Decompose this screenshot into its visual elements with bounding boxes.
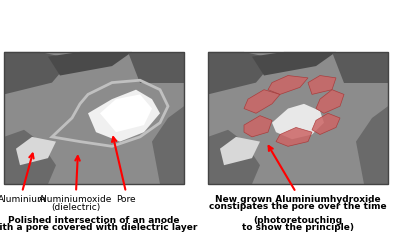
Polygon shape — [208, 130, 260, 184]
Polygon shape — [244, 90, 280, 113]
Polygon shape — [316, 90, 344, 113]
Polygon shape — [252, 52, 336, 76]
Text: Aluminiumoxide: Aluminiumoxide — [39, 195, 113, 204]
Text: constipates the pore over the time: constipates the pore over the time — [209, 202, 387, 211]
Text: Pore: Pore — [116, 195, 136, 204]
FancyBboxPatch shape — [4, 52, 184, 184]
Polygon shape — [128, 52, 184, 83]
Text: with a pore covered with dielectric layer: with a pore covered with dielectric laye… — [0, 223, 197, 232]
Polygon shape — [308, 76, 336, 94]
Polygon shape — [152, 106, 184, 184]
Polygon shape — [332, 52, 388, 83]
Text: (photoretouching: (photoretouching — [254, 216, 342, 225]
Polygon shape — [208, 52, 276, 94]
Bar — [4, 52, 184, 184]
Polygon shape — [244, 116, 272, 137]
FancyBboxPatch shape — [208, 52, 388, 184]
Polygon shape — [276, 127, 312, 146]
Polygon shape — [16, 137, 56, 165]
Polygon shape — [100, 94, 152, 132]
Polygon shape — [220, 137, 260, 165]
Text: New grown Aluminiumhydroxide: New grown Aluminiumhydroxide — [215, 195, 381, 204]
Polygon shape — [4, 52, 72, 94]
Polygon shape — [48, 52, 132, 76]
Polygon shape — [268, 76, 308, 94]
Bar — [208, 52, 388, 184]
Text: to show the principle): to show the principle) — [242, 223, 354, 232]
Text: (dielectric): (dielectric) — [51, 203, 101, 212]
Polygon shape — [356, 106, 388, 184]
Polygon shape — [88, 90, 160, 142]
Polygon shape — [4, 130, 56, 184]
Bar — [4, 52, 184, 184]
Bar — [208, 52, 388, 184]
Text: Polished intersection of an anode: Polished intersection of an anode — [8, 216, 180, 225]
Text: Aluminium: Aluminium — [0, 195, 46, 204]
Polygon shape — [272, 104, 324, 139]
Polygon shape — [312, 113, 340, 135]
